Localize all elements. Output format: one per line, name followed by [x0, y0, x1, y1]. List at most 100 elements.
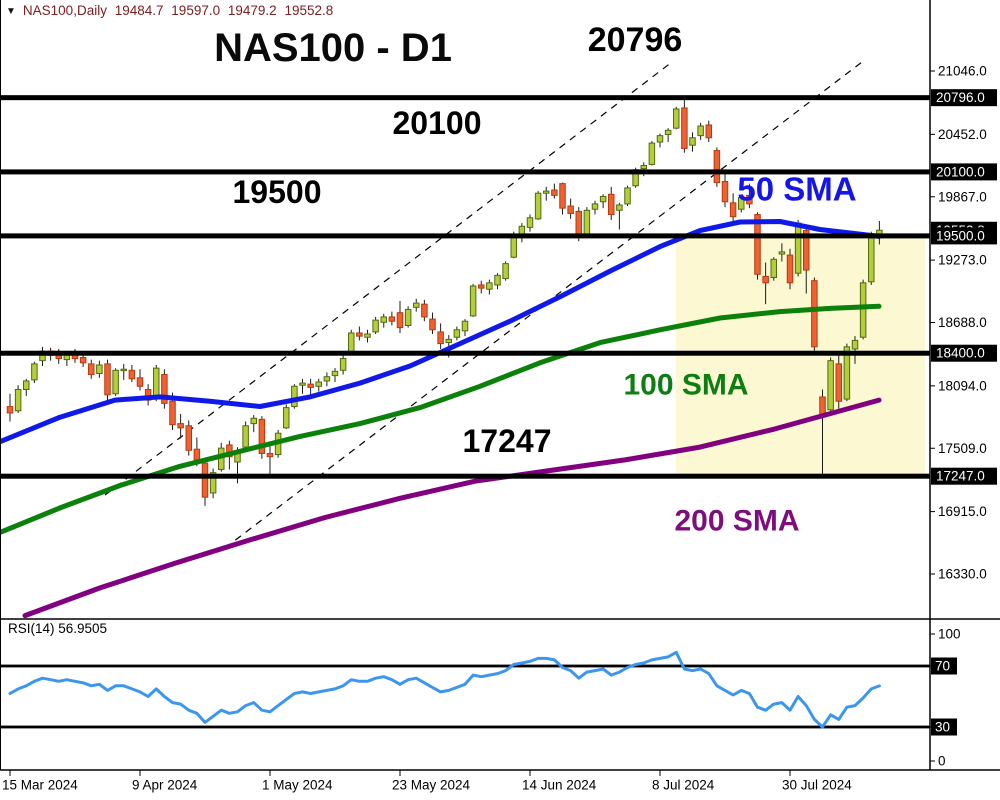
level-line-20796[interactable]	[0, 95, 930, 101]
candle-body	[583, 209, 591, 236]
symbol-name: NAS100,Daily	[22, 3, 107, 18]
candle-body	[689, 137, 696, 146]
candle-body	[624, 187, 631, 205]
candle-body	[185, 425, 192, 451]
rsi-indicator-label: RSI(14) 56.9505	[8, 621, 107, 636]
chart-annotations: 20796 20100 19500 17247 50 SMA 100 SMA 200 SMA	[233, 21, 857, 538]
price-axis[interactable]: 21046.0 20452.0 19867.0 19273.0 18688.0 18094…	[929, 0, 997, 770]
level-line-19500[interactable]	[0, 233, 930, 239]
level-lines[interactable]	[0, 95, 930, 479]
candle-body	[534, 192, 542, 220]
candle-body	[250, 417, 257, 425]
candle-body	[543, 190, 550, 194]
rsi-level-tag	[931, 657, 957, 675]
candle-body	[616, 204, 623, 211]
candle-body	[461, 320, 469, 332]
trendline-2[interactable]	[224, 61, 863, 549]
price-tick-label: 21046.0	[938, 64, 987, 79]
price-tick-label: 17509.0	[938, 441, 987, 456]
candle-body	[429, 318, 436, 331]
price-tick-label: 19867.0	[938, 189, 987, 204]
candle-body	[859, 282, 867, 338]
candle-body	[242, 425, 249, 448]
candle-body	[803, 230, 810, 271]
time-axis[interactable]: 15 Mar 2024 9 Apr 2024 1 May 2024 23 May 20…	[0, 769, 1000, 793]
price-tick-label: 19273.0	[938, 253, 987, 268]
candle-body	[421, 303, 428, 318]
candle-body	[356, 332, 363, 337]
candle-body	[112, 369, 119, 395]
rsi-level-line-70[interactable]	[0, 664, 930, 668]
candle-body	[819, 396, 826, 416]
level-price-tag-label: 18400.0	[936, 346, 985, 361]
candle-body	[31, 363, 38, 381]
date-label: 23 May 2024	[392, 778, 471, 793]
candle-body	[705, 124, 712, 139]
date-label: 15 Mar 2024	[2, 778, 78, 793]
candle-body	[599, 195, 607, 203]
trend-channel[interactable]	[104, 61, 863, 549]
annotation-17247: 17247	[463, 423, 552, 459]
price-tick-label: 16330.0	[938, 567, 987, 582]
candle-body	[713, 150, 721, 184]
ohlc-close: 19552.8	[284, 3, 334, 18]
price-tick-label: 18688.0	[938, 315, 987, 330]
candle-body	[96, 364, 103, 374]
candlestick-series	[6, 97, 883, 506]
date-label: 8 Jul 2024	[652, 778, 715, 793]
level-price-tag-label: 19500.0	[936, 228, 985, 243]
candle-body	[104, 363, 111, 396]
candle-body	[291, 385, 298, 408]
rsi-level-tag	[931, 718, 957, 736]
candle-body	[746, 194, 753, 205]
candle-body	[681, 107, 688, 149]
annotation-20100: 20100	[393, 105, 482, 141]
candle-body	[413, 302, 420, 308]
trendline-1[interactable]	[104, 61, 673, 496]
candle-body	[664, 129, 672, 136]
ohlc-high: 19597.0	[171, 3, 221, 18]
symbol-dropdown-icon[interactable]: ▼	[6, 6, 16, 17]
annotation-20796: 20796	[588, 21, 683, 59]
candle-body	[339, 358, 347, 371]
candle-body	[404, 308, 412, 326]
chart-title: NAS100 - D1	[214, 26, 452, 70]
candle-body	[177, 423, 184, 429]
level-line-20100[interactable]	[0, 169, 930, 175]
candle-body	[591, 203, 599, 210]
candle-body	[811, 280, 818, 348]
date-label: 14 Jun 2024	[522, 778, 597, 793]
date-label: 30 Jul 2024	[782, 778, 852, 793]
candle-body	[14, 388, 22, 412]
candle-body	[161, 374, 168, 404]
price-tick-label: 18094.0	[938, 378, 987, 393]
candle-body	[315, 381, 322, 387]
candle-body	[851, 339, 859, 350]
candle-body	[258, 418, 266, 454]
candle-body	[754, 214, 761, 275]
sma-50-line	[0, 219, 882, 445]
candle-body	[567, 205, 574, 214]
level-price-tag	[931, 467, 997, 485]
level-price-tag-label: 20100.0	[936, 164, 985, 179]
candle-body	[453, 329, 461, 338]
candle-body	[469, 285, 477, 317]
rsi-panel: 100 70 30 0	[0, 0, 1000, 770]
rsi-level-line-30[interactable]	[0, 725, 930, 729]
candle-body	[721, 180, 729, 203]
rsi-scale-label: 70	[935, 659, 950, 674]
candle-body	[786, 254, 794, 284]
candle-body	[120, 368, 127, 372]
candle-body	[770, 258, 777, 278]
candle-body	[762, 275, 769, 284]
candle-body	[128, 369, 136, 380]
candle-body	[364, 333, 371, 338]
candle-body	[6, 406, 14, 414]
candle-body	[396, 312, 404, 329]
candle-body	[331, 370, 339, 377]
symbol-ohlc-line: ▼ NAS100,Daily 19484.7 19597.0 19479.2 19…	[6, 3, 337, 18]
level-line-17247[interactable]	[0, 473, 930, 479]
level-line-18400[interactable]	[0, 350, 930, 356]
